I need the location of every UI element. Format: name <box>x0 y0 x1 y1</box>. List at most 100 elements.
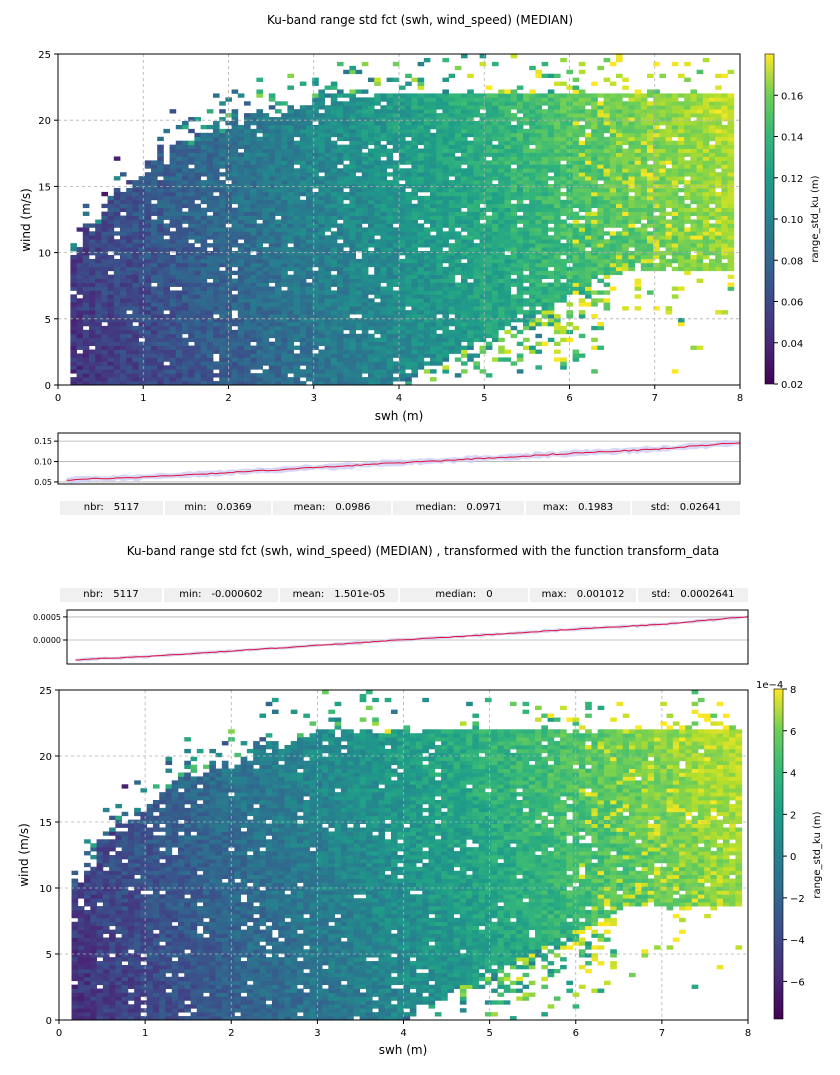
heatmap-cell <box>516 243 524 248</box>
heatmap-cell <box>337 302 344 307</box>
heatmap-cell <box>399 168 406 173</box>
heatmap-cell <box>448 109 456 114</box>
heatmap-cell <box>219 152 226 157</box>
heatmap-cell <box>200 321 208 327</box>
heatmap-cell <box>70 247 77 252</box>
heatmap-cell <box>144 314 152 319</box>
heatmap-cell <box>541 298 549 303</box>
heatmap-cell <box>380 314 387 319</box>
heatmap-cell <box>392 144 400 149</box>
heatmap-cell <box>262 381 270 386</box>
heatmap-cell <box>535 156 542 161</box>
heatmap-cell <box>380 148 387 153</box>
heatmap-cell <box>231 223 239 228</box>
heatmap-cell <box>182 124 189 130</box>
heatmap-cell <box>355 132 363 138</box>
heatmap-cell <box>244 211 251 216</box>
heatmap-cell <box>461 176 468 181</box>
heatmap-cell <box>454 109 462 114</box>
heatmap-cell <box>504 191 511 197</box>
heatmap-cell <box>405 278 412 283</box>
heatmap-cell <box>492 184 499 189</box>
heatmap-cell <box>492 325 499 331</box>
heatmap-cell <box>541 152 549 157</box>
heatmap-cell <box>541 282 549 287</box>
heatmap-cell <box>417 258 425 264</box>
heatmap-cell <box>417 341 425 346</box>
heatmap-cell <box>473 136 480 142</box>
heatmap-cell <box>213 235 220 240</box>
heatmap-cell <box>126 286 133 291</box>
heatmap-cell <box>200 357 208 362</box>
heatmap-cell <box>213 282 220 287</box>
heatmap-cell <box>175 369 183 374</box>
heatmap-cell <box>330 113 338 118</box>
heatmap-cell <box>312 207 319 213</box>
heatmap-cell <box>473 282 480 287</box>
heatmap-cell <box>188 294 195 299</box>
heatmap-cell <box>281 274 288 280</box>
heatmap-cell <box>361 203 369 209</box>
heatmap-cell <box>101 294 108 299</box>
heatmap-cell <box>442 274 449 280</box>
heatmap-cell <box>281 302 288 307</box>
heatmap-cell <box>330 199 338 205</box>
heatmap-cell <box>498 254 505 260</box>
heatmap-cell <box>386 337 394 343</box>
heatmap-cell <box>101 302 108 307</box>
heatmap-cell <box>337 365 344 370</box>
heatmap-cell <box>113 310 121 315</box>
heatmap-cell <box>163 365 170 370</box>
heatmap-cell <box>82 333 90 339</box>
heatmap-cell <box>417 77 425 82</box>
heatmap-cell <box>163 266 170 272</box>
heatmap-cell <box>231 124 239 130</box>
heatmap-cell <box>200 156 208 161</box>
heatmap-cell <box>250 365 257 370</box>
heatmap-cell <box>268 215 276 220</box>
heatmap-cell <box>504 258 511 264</box>
heatmap-cell <box>405 373 412 378</box>
heatmap-cell <box>237 321 245 327</box>
heatmap-cell <box>306 199 313 205</box>
heatmap-cell <box>312 128 319 134</box>
heatmap-cell <box>225 369 232 374</box>
heatmap-cell <box>492 160 499 165</box>
heatmap-cell <box>275 235 282 240</box>
heatmap-cell <box>411 302 418 307</box>
heatmap-cell <box>560 207 567 213</box>
heatmap-cell <box>473 266 480 272</box>
heatmap-cell <box>113 321 121 327</box>
heatmap-cell <box>386 239 394 244</box>
heatmap-cell <box>113 207 121 213</box>
heatmap-cell <box>355 282 363 287</box>
heatmap-cell <box>82 365 90 370</box>
heatmap-cell <box>430 294 437 299</box>
heatmap-cell <box>287 160 294 165</box>
heatmap-cell <box>299 184 307 189</box>
heatmap-cell <box>95 282 102 287</box>
heatmap-cell <box>392 136 400 142</box>
heatmap-cell <box>355 219 363 224</box>
heatmap-cell <box>467 120 474 126</box>
heatmap-cell <box>330 160 338 165</box>
heatmap-cell <box>138 215 146 220</box>
heatmap-cell <box>399 266 406 272</box>
heatmap-cell <box>479 144 487 149</box>
heatmap-cell <box>126 306 133 311</box>
heatmap-cell <box>448 286 456 291</box>
heatmap-cell <box>405 254 412 260</box>
heatmap-cell <box>101 203 108 209</box>
heatmap-cell <box>399 333 406 339</box>
heatmap-cell <box>492 270 499 276</box>
heatmap-cell <box>399 160 406 165</box>
heatmap-cell <box>467 164 474 169</box>
heatmap-cell <box>175 361 183 366</box>
heatmap-cell <box>126 266 133 272</box>
heatmap-cell <box>554 176 561 181</box>
heatmap-cell <box>256 266 263 272</box>
heatmap-cell <box>485 160 493 165</box>
heatmap-cell <box>355 215 363 220</box>
heatmap-cell <box>82 314 90 319</box>
heatmap-cell <box>275 262 282 268</box>
